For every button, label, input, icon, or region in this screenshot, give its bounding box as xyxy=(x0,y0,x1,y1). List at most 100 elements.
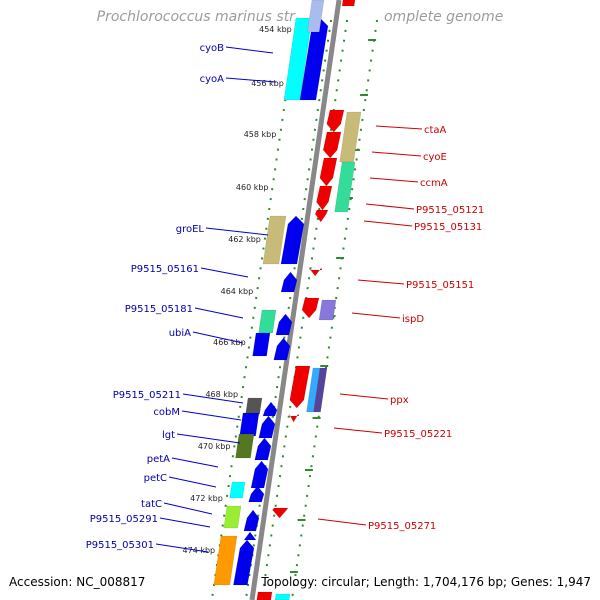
gene-feature-reverse[interactable] xyxy=(289,365,311,409)
gene-feature-forward[interactable] xyxy=(254,437,272,461)
gene-leader-line xyxy=(339,393,389,400)
gene-leader-line xyxy=(155,543,209,553)
gene-feature-reverse[interactable] xyxy=(326,109,345,133)
gene-label[interactable]: cyoE xyxy=(423,152,447,163)
gene-label[interactable]: cyoB xyxy=(200,43,225,54)
gene-feature-forward[interactable] xyxy=(252,332,271,357)
kbp-tick-label: 464 kbp xyxy=(221,287,254,296)
gene-feature-reverse[interactable] xyxy=(301,297,320,319)
accession-text: Accession: NC_008817 xyxy=(9,575,146,589)
gene-leader-line xyxy=(317,518,367,526)
gene-feature-reverse[interactable] xyxy=(322,131,342,159)
gene-leader-line xyxy=(171,457,219,468)
gene-feature-reverse[interactable] xyxy=(274,593,291,600)
gene-label[interactable]: ccmA xyxy=(420,178,448,189)
gene-feature-forward[interactable] xyxy=(258,309,277,334)
gene-feature-reverse[interactable] xyxy=(288,413,300,423)
gene-feature-forward[interactable] xyxy=(280,215,305,265)
gene-feature-forward[interactable] xyxy=(262,401,278,417)
gene-feature-reverse[interactable] xyxy=(313,367,328,413)
gene-leader-line xyxy=(159,517,211,528)
gene-feature-forward[interactable] xyxy=(242,531,257,541)
gene-feature-reverse[interactable] xyxy=(341,0,356,7)
gene-label[interactable]: P9515_05161 xyxy=(131,264,199,275)
gene-feature-reverse[interactable] xyxy=(256,591,273,600)
genome-backbone xyxy=(249,0,342,600)
gene-label[interactable]: P9515_05271 xyxy=(368,521,436,532)
gene-feature-reverse[interactable] xyxy=(316,185,333,211)
gene-label[interactable]: petC xyxy=(144,473,167,484)
gene-label[interactable]: petA xyxy=(147,454,170,465)
gene-label[interactable]: lgt xyxy=(162,430,175,441)
gene-label[interactable]: P9515_05221 xyxy=(384,429,452,440)
gene-feature-forward[interactable] xyxy=(229,481,246,499)
gene-feature-reverse[interactable] xyxy=(319,157,338,187)
gene-leader-line xyxy=(176,433,241,444)
gene-label[interactable]: P9515_05131 xyxy=(414,222,482,233)
gene-leader-line xyxy=(375,125,423,130)
gene-label[interactable]: P9515_05211 xyxy=(113,390,181,401)
gene-leader-line xyxy=(371,151,422,157)
gene-leader-line xyxy=(357,279,405,285)
gene-feature-forward[interactable] xyxy=(250,460,269,489)
gene-label[interactable]: ubiA xyxy=(169,328,191,339)
gene-leader-line xyxy=(351,312,401,319)
gene-feature-forward[interactable] xyxy=(213,535,238,586)
gene-feature-forward[interactable] xyxy=(245,397,263,415)
gene-feature-forward[interactable] xyxy=(235,433,255,459)
gene-label[interactable]: cyoA xyxy=(200,74,225,85)
gene-feature-reverse[interactable] xyxy=(314,209,329,223)
gene-leader-line xyxy=(182,393,244,404)
gene-leader-line xyxy=(333,427,383,434)
kbp-tick-label: 454 kbp xyxy=(259,25,292,34)
gene-label[interactable]: cobM xyxy=(153,407,180,418)
gene-leader-line xyxy=(369,177,419,183)
gene-label[interactable]: P9515_05151 xyxy=(406,280,474,291)
gene-feature-forward[interactable] xyxy=(258,415,276,439)
gene-leader-line xyxy=(192,331,244,344)
kbp-tick-label: 458 kbp xyxy=(244,130,277,139)
gene-feature-reverse[interactable] xyxy=(308,267,323,277)
gene-feature-forward[interactable] xyxy=(275,313,293,336)
gene-leader-line xyxy=(168,476,217,488)
gene-leader-line xyxy=(225,46,274,54)
gene-label[interactable]: ctaA xyxy=(424,125,447,136)
gene-feature-forward[interactable] xyxy=(239,412,260,437)
gene-label[interactable]: ppx xyxy=(390,395,409,406)
gene-leader-line xyxy=(363,220,413,227)
gene-label[interactable]: P9515_05291 xyxy=(90,514,158,525)
gene-leader-line xyxy=(225,77,277,83)
kbp-tick-label: 456 kbp xyxy=(251,79,284,88)
gene-label[interactable]: ispD xyxy=(402,314,424,325)
kbp-tick-label: 462 kbp xyxy=(228,235,261,244)
gene-label[interactable]: groEL xyxy=(176,224,205,235)
title-backdrop xyxy=(95,6,505,28)
gene-feature-forward[interactable] xyxy=(273,337,291,361)
gene-feature-reverse[interactable] xyxy=(334,161,356,213)
kbp-tick-label: 472 kbp xyxy=(190,494,223,503)
gene-leader-line xyxy=(200,267,249,278)
gene-feature-forward[interactable] xyxy=(280,271,298,293)
gene-feature-forward[interactable] xyxy=(243,509,260,532)
genome-summary-text: Topology: circular; Length: 1,704,176 bp… xyxy=(261,575,591,589)
gene-leader-line xyxy=(365,203,415,210)
kbp-tick-label: 468 kbp xyxy=(205,390,238,399)
gene-label[interactable]: P9515_05301 xyxy=(86,540,154,551)
gene-feature-forward[interactable] xyxy=(233,539,255,586)
gene-feature-forward[interactable] xyxy=(248,485,265,503)
gene-leader-line xyxy=(205,227,269,236)
gene-label[interactable]: P9515_05181 xyxy=(125,304,193,315)
gene-feature-forward[interactable] xyxy=(223,505,242,529)
kbp-tick-label: 460 kbp xyxy=(236,183,269,192)
gene-label[interactable]: tatC xyxy=(141,499,162,510)
gene-feature-forward[interactable] xyxy=(262,215,287,265)
gene-feature-reverse[interactable] xyxy=(318,299,337,321)
gene-leader-line xyxy=(181,410,242,421)
gene-feature-forward[interactable] xyxy=(307,0,325,33)
gene-feature-reverse[interactable] xyxy=(272,507,289,519)
kbp-tick-label: 470 kbp xyxy=(198,442,231,451)
gene-label[interactable]: P9515_05121 xyxy=(416,205,484,216)
gene-leader-line xyxy=(194,307,244,319)
